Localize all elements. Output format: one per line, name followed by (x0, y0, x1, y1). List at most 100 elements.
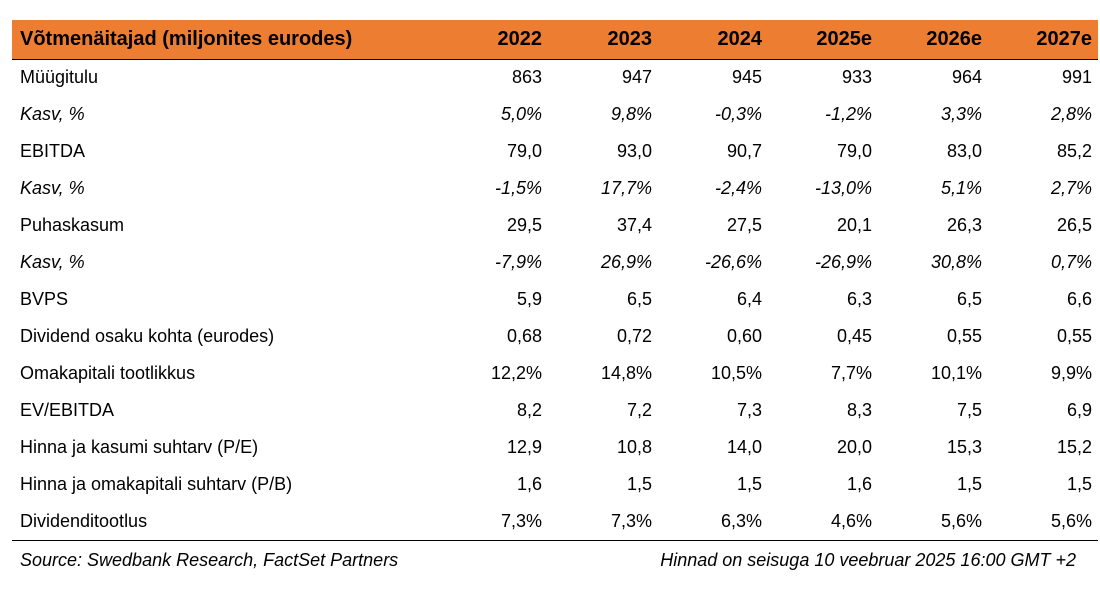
table-cell: 5,1% (940, 178, 982, 198)
table-row: Kasv, % 5,0% 9,8% -0,3% -1,2% 3,3% 2,8% (12, 96, 1098, 133)
table-cell: 1,5 (956, 474, 982, 494)
table-row: Omakapitali tootlikkus 12,2% 14,8% 10,5% 7,7… (12, 355, 1098, 392)
table-cell: -1,5% (494, 178, 542, 198)
table-cell: 0,55 (1056, 326, 1092, 346)
row-label: Dividenditootlus (12, 503, 438, 541)
table-cell: 0,55 (946, 326, 982, 346)
row-label: EV/EBITDA (20, 400, 115, 420)
table-cell: 20,1 (836, 215, 872, 235)
row-label: Omakapitali tootlikkus (20, 363, 196, 383)
table-header-row: Võtmenäitajad (miljonites eurodes) 2022 … (12, 20, 1098, 60)
table-cell: 29,5 (506, 215, 542, 235)
source-note: Source: Swedbank Research, FactSet Partn… (20, 550, 399, 570)
table-cell: -26,6% (704, 252, 762, 272)
table-cell: 85,2 (1056, 141, 1092, 161)
table-row: Puhaskasum 29,5 37,4 27,5 20,1 26,3 26,5 (12, 207, 1098, 244)
table-footer: Source: Swedbank Research, FactSet Partn… (12, 546, 1084, 576)
table-cell: 947 (621, 67, 652, 88)
table-cell: 2,7% (1050, 178, 1092, 198)
table-cell: 7,5 (956, 400, 982, 420)
table-row: BVPS 5,9 6,5 6,4 6,3 6,5 6,6 (12, 281, 1098, 318)
row-label: BVPS (20, 289, 69, 309)
table-cell: 7,7% (830, 363, 872, 383)
table-cell: 7,3% (438, 503, 548, 541)
table-cell: -2,4% (714, 178, 762, 198)
table-cell: 0,68 (506, 326, 542, 346)
table-cell: 26,9% (600, 252, 652, 272)
table-cell: 17,7% (600, 178, 652, 198)
table-cell: 79,0 (836, 141, 872, 161)
row-label: Dividend osaku kohta (eurodes) (20, 326, 275, 346)
table-cell: 83,0 (946, 141, 982, 161)
table-cell: 93,0 (616, 141, 652, 161)
table-cell: 14,0 (726, 437, 762, 457)
table-cell: 7,2 (626, 400, 652, 420)
row-label: Hinna ja omakapitali suhtarv (P/B) (20, 474, 293, 494)
table-cell: 6,3 (846, 289, 872, 309)
table-cell: 15,2 (1056, 437, 1092, 457)
header-year: 2022 (438, 20, 548, 60)
table-cell: 79,0 (506, 141, 542, 161)
table-cell: 5,6% (878, 503, 988, 541)
table-cell: 1,5 (1066, 474, 1092, 494)
table-cell: -26,9% (814, 252, 872, 272)
table-cell: 90,7 (726, 141, 762, 161)
table-cell: 5,6% (988, 503, 1098, 541)
table-cell: 1,6 (516, 474, 542, 494)
table-row: Kasv, % -1,5% 17,7% -2,4% -13,0% 5,1% 2,7% (12, 170, 1098, 207)
table-cell: 0,72 (616, 326, 652, 346)
header-year: 2023 (548, 20, 658, 60)
table-cell: -13,0% (814, 178, 872, 198)
table-cell: 37,4 (616, 215, 652, 235)
table-cell: 6,9 (1066, 400, 1092, 420)
header-year: 2027e (988, 20, 1098, 60)
price-date-note: Hinnad on seisuga 10 veebruar 2025 16:00… (660, 550, 1076, 570)
table-cell: 8,3 (846, 400, 872, 420)
table-cell: 6,6 (1066, 289, 1092, 309)
table-cell: 964 (951, 67, 982, 88)
table-cell: 991 (1061, 67, 1092, 88)
table-cell: 30,8% (930, 252, 982, 272)
table-cell: 0,45 (836, 326, 872, 346)
table-cell: -1,2% (824, 104, 872, 124)
table-cell: 3,3% (940, 104, 982, 124)
row-label: Kasv, % (20, 178, 85, 198)
table-cell: 863 (511, 67, 542, 88)
table-row: Hinna ja omakapitali suhtarv (P/B) 1,6 1,5… (12, 466, 1098, 503)
table-cell: 5,9 (516, 289, 542, 309)
table-cell: 8,2 (516, 400, 542, 420)
table-cell: 6,5 (626, 289, 652, 309)
key-figures-table: Võtmenäitajad (miljonites eurodes) 2022 … (12, 20, 1098, 541)
table-cell: 1,5 (626, 474, 652, 494)
table-row: Dividend osaku kohta (eurodes) 0,68 0,72 0,… (12, 318, 1098, 355)
row-label: Puhaskasum (20, 215, 125, 235)
row-label: Kasv, % (20, 104, 85, 124)
table-cell: 0,7% (1050, 252, 1092, 272)
table-cell: -7,9% (494, 252, 542, 272)
table-cell: 1,5 (736, 474, 762, 494)
table-row: EV/EBITDA 8,2 7,2 7,3 8,3 7,5 6,9 (12, 392, 1098, 429)
table-row: EBITDA 79,0 93,0 90,7 79,0 83,0 85,2 (12, 133, 1098, 170)
table-cell: 6,3% (658, 503, 768, 541)
row-label: EBITDA (20, 141, 86, 161)
table-cell: 10,1% (930, 363, 982, 383)
table-cell: 26,3 (946, 215, 982, 235)
table-cell: -0,3% (714, 104, 762, 124)
table-cell: 5,0% (500, 104, 542, 124)
table-cell: 26,5 (1056, 215, 1092, 235)
header-title: Võtmenäitajad (miljonites eurodes) (12, 20, 438, 60)
table-cell: 7,3% (548, 503, 658, 541)
table-cell: 12,2% (490, 363, 542, 383)
table-cell: 4,6% (768, 503, 878, 541)
table-cell: 9,8% (610, 104, 652, 124)
table-body: Müügitulu 863 947 945 933 964 991 Kasv, % 5,0% 9,… (12, 59, 1098, 541)
table-row: Kasv, % -7,9% 26,9% -26,6% -26,9% 30,8% 0,7% (12, 244, 1098, 281)
table-row: Dividenditootlus 7,3% 7,3% 6,3% 4,6% 5,6% 5,6% (12, 503, 1098, 541)
table-cell: 0,60 (726, 326, 762, 346)
table-cell: 1,6 (846, 474, 872, 494)
header-year: 2026e (878, 20, 988, 60)
table-cell: 15,3 (946, 437, 982, 457)
table-cell: 9,9% (1050, 363, 1092, 383)
table-cell: 2,8% (1050, 104, 1092, 124)
table-cell: 20,0 (836, 437, 872, 457)
